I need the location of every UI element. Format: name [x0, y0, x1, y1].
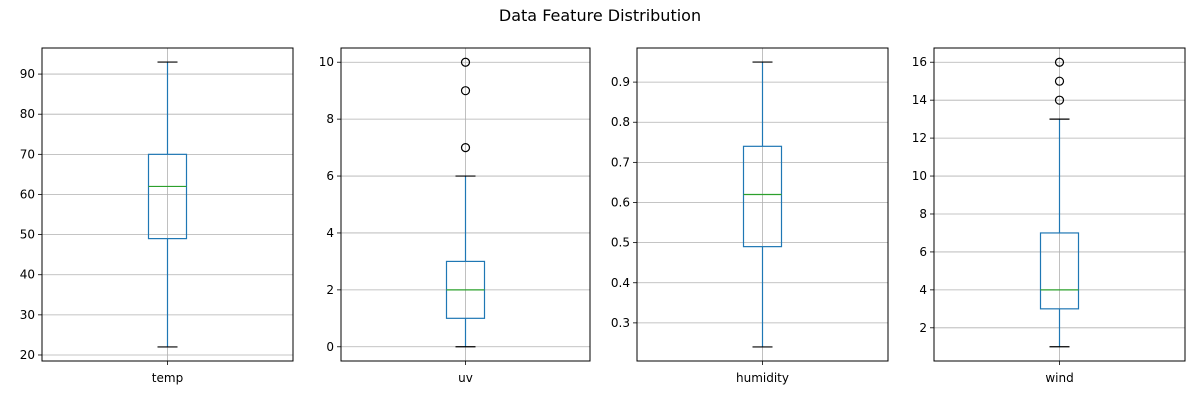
y-tick-label: 0.7: [611, 155, 630, 169]
panel-uv: 0 2 4 6 8 10 uv: [319, 47, 591, 385]
outlier-point: [1054, 57, 1065, 67]
y-tick-label: 50: [20, 228, 35, 242]
chart-title: Data Feature Distribution: [498, 6, 702, 25]
y-tick-label: 0.8: [611, 115, 630, 129]
y-tick-label: 80: [20, 107, 35, 121]
panel-humidity: 0.3 0.4 0.5 0.6 0.7 0.8 0.9 humidity: [611, 47, 889, 385]
y-tick-label: 8: [326, 112, 334, 126]
y-tick-label: 2: [326, 283, 334, 297]
outlier-point: [460, 142, 471, 153]
y-tick-label: 20: [20, 348, 35, 362]
y-tick-label: 70: [20, 147, 35, 161]
y-tick-label: 10: [319, 55, 334, 69]
y-tick-label: 10: [912, 169, 927, 183]
outlier-point: [460, 57, 471, 67]
y-tick-label: 2: [919, 321, 927, 335]
iqr-box: [147, 153, 188, 240]
y-tick-label: 0.4: [611, 276, 630, 290]
x-tick-label-humidity: humidity: [736, 371, 789, 385]
y-tick-label: 0.5: [611, 236, 630, 250]
y-tick-label: 4: [326, 226, 334, 240]
y-tick-label: 0.3: [611, 316, 630, 330]
outlier-point: [1054, 95, 1065, 105]
iqr-box: [1039, 232, 1080, 310]
y-tick-label: 40: [20, 268, 35, 282]
y-tick-label: 12: [912, 131, 927, 145]
y-tick-label: 30: [20, 308, 35, 322]
y-tick-label: 14: [912, 93, 927, 107]
y-tick-label: 6: [919, 245, 927, 259]
y-tick-label: 8: [919, 207, 927, 221]
outlier-point: [460, 86, 471, 96]
y-tick-label: 0: [326, 340, 334, 354]
x-tick-label-wind: wind: [1045, 371, 1073, 385]
y-tick-label: 90: [20, 67, 35, 81]
y-tick-label: 16: [912, 55, 927, 69]
y-tick-label: 6: [326, 169, 334, 183]
y-tick-label: 60: [20, 187, 35, 201]
x-tick-label-uv: uv: [458, 371, 473, 385]
y-tick-label: 0.9: [611, 75, 630, 89]
y-tick-label: 0.6: [611, 195, 630, 209]
outlier-point: [1054, 76, 1065, 86]
panel-wind: 2 4 6 8 10 12 14 16 wind: [912, 47, 1186, 385]
y-tick-label: 4: [919, 283, 927, 297]
x-tick-label-temp: temp: [152, 371, 183, 385]
panel-temp: 20 30 40 50 60 70 80 90 temp: [20, 47, 294, 385]
iqr-box: [742, 145, 783, 248]
